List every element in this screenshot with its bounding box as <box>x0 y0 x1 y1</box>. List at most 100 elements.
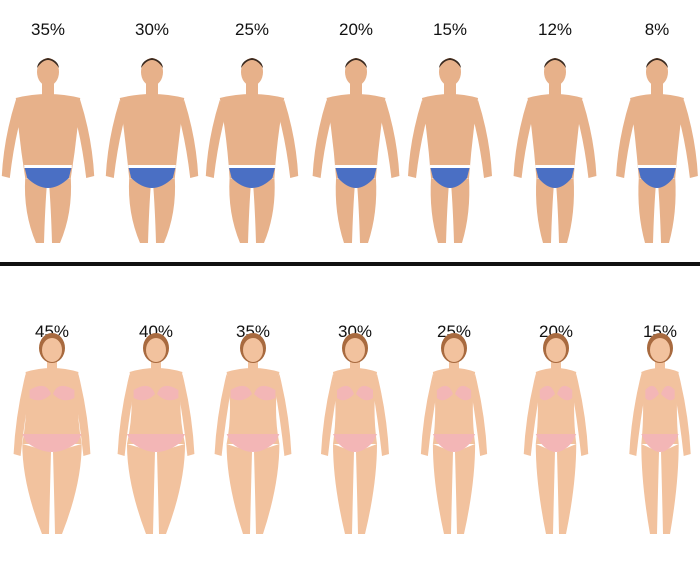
hair <box>544 58 566 68</box>
leg-left <box>641 444 659 534</box>
leg-right <box>661 444 679 534</box>
male-figure <box>97 38 207 248</box>
leg-right <box>356 444 377 534</box>
torso <box>219 94 285 178</box>
head <box>42 338 62 362</box>
leg-right <box>53 444 82 534</box>
underwear <box>128 166 176 188</box>
neck <box>651 82 663 96</box>
hair <box>345 58 367 68</box>
row-divider <box>0 262 700 266</box>
men-body-fat-label: 25% <box>234 20 270 39</box>
torso <box>641 368 679 444</box>
head <box>345 58 367 86</box>
arm-left <box>1 100 22 178</box>
head <box>345 338 365 362</box>
arm-right <box>673 374 691 456</box>
head <box>646 58 668 86</box>
male-figure <box>0 38 103 248</box>
arm-left <box>408 100 428 178</box>
leg-left <box>430 178 449 243</box>
bikini-top-left <box>337 385 354 401</box>
waistband <box>637 165 677 168</box>
arm-left <box>312 100 333 178</box>
arm-right <box>278 100 299 178</box>
bikini-top-left <box>436 385 453 401</box>
arm-left <box>616 100 637 178</box>
arm-left <box>420 374 438 456</box>
bikini-top-right <box>661 385 675 401</box>
leg-left <box>432 444 453 534</box>
women-body-fat-label: 15% <box>642 322 678 341</box>
bikini-top-right <box>254 385 276 401</box>
leg-right <box>49 178 72 243</box>
head <box>241 58 263 86</box>
female-figure <box>399 294 509 539</box>
leg-right <box>451 178 470 243</box>
hair <box>439 58 461 68</box>
arm-right <box>379 100 400 178</box>
bikini-top-left <box>29 385 51 401</box>
bikini-top-left <box>133 385 155 401</box>
men-body-fat-label: 30% <box>134 20 170 39</box>
female-figure <box>501 294 611 539</box>
bikini-bottom <box>535 434 577 452</box>
arm-left <box>513 100 534 178</box>
head <box>243 338 263 362</box>
torso <box>226 368 280 444</box>
arm-right <box>74 100 95 178</box>
torso <box>527 94 583 178</box>
arm-left <box>205 100 226 178</box>
head <box>546 338 566 362</box>
women-body-fat-label: 45% <box>34 322 70 341</box>
leg-right <box>557 444 577 534</box>
leg-right <box>357 178 377 243</box>
female-figure <box>605 294 700 539</box>
female-figure <box>0 294 107 539</box>
underwear <box>228 166 276 188</box>
bikini-top-right <box>356 385 373 401</box>
leg-left <box>229 178 251 243</box>
waistband <box>430 165 470 168</box>
leg-left <box>335 178 355 243</box>
women-body-fat-label: 40% <box>138 322 174 341</box>
leg-left <box>638 178 656 243</box>
arm-right <box>472 100 492 178</box>
bikini-top-left <box>645 385 659 401</box>
leg-right <box>157 444 186 534</box>
female-figure <box>198 294 308 539</box>
leg-right <box>253 178 275 243</box>
waistband <box>228 165 276 168</box>
waistband <box>24 165 72 168</box>
head <box>544 58 566 86</box>
neck <box>146 82 158 96</box>
leg-left <box>535 444 555 534</box>
arm-right <box>571 374 589 456</box>
underwear <box>335 166 377 188</box>
arm-left <box>214 374 232 456</box>
arm-right <box>576 100 597 178</box>
bikini-top-left <box>539 385 555 401</box>
torso <box>326 94 386 178</box>
underwear <box>430 166 470 188</box>
arm-right <box>274 374 292 456</box>
arm-left <box>13 374 31 456</box>
leg-left <box>226 444 252 534</box>
bikini-top-right <box>157 385 179 401</box>
male-figure <box>395 38 505 248</box>
arm-right <box>73 374 91 456</box>
men-body-fat-label: 35% <box>30 20 66 39</box>
men-body-fat-label: 20% <box>338 20 374 39</box>
arm-right <box>177 374 195 456</box>
torso <box>15 94 81 178</box>
male-figure <box>301 38 411 248</box>
arm-right <box>178 100 199 178</box>
waistband <box>535 165 575 168</box>
women-row: 45% 40% 35% 30% 25% 20% 15% <box>0 266 700 576</box>
bikini-bottom <box>641 434 679 452</box>
arm-left <box>117 374 135 456</box>
arm-right <box>470 374 488 456</box>
waistband <box>335 165 377 168</box>
male-figure <box>602 38 700 248</box>
torso <box>22 368 82 444</box>
